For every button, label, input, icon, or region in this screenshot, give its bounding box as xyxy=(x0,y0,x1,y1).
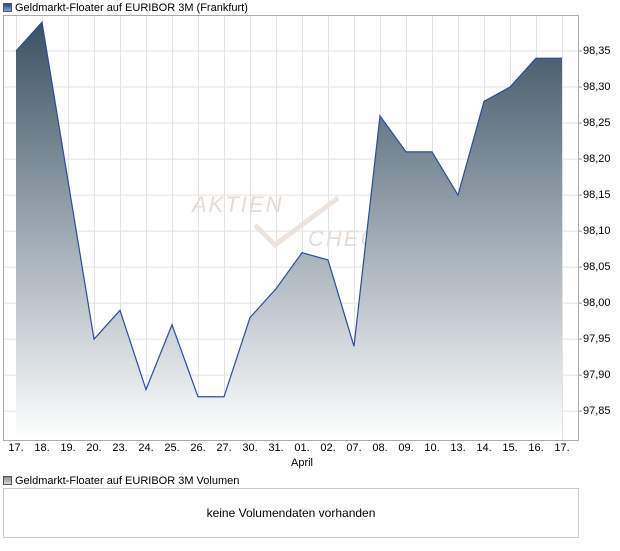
x-tick-label: 30. xyxy=(242,442,257,454)
volume-box xyxy=(3,488,579,538)
x-tick-label: 02. xyxy=(320,442,335,454)
y-tick-label: 98,00 xyxy=(583,297,611,309)
x-tick-label: 19. xyxy=(60,442,75,454)
y-tick-label: 98,30 xyxy=(583,81,611,93)
y-tick-label: 97,90 xyxy=(583,369,611,381)
watermark: AKTIEN xyxy=(190,192,283,217)
x-tick-label: 16. xyxy=(528,442,543,454)
y-tick-label: 98,20 xyxy=(583,153,611,165)
x-tick-label: 14. xyxy=(476,442,491,454)
plot-border xyxy=(3,15,579,441)
x-tick-label: 23. xyxy=(112,442,127,454)
x-tick-label: 17. xyxy=(8,442,23,454)
x-annotation: April xyxy=(291,457,313,469)
x-tick-label: 17. xyxy=(554,442,569,454)
x-tick-label: 09. xyxy=(398,442,413,454)
y-tick-label: 98,15 xyxy=(583,189,611,201)
x-tick-label: 20. xyxy=(86,442,101,454)
legend-swatch xyxy=(3,3,12,12)
y-tick-label: 98,05 xyxy=(583,261,611,273)
x-tick-label: 26. xyxy=(190,442,205,454)
legend-label: Geldmarkt-Floater auf EURIBOR 3M (Frankf… xyxy=(15,2,248,14)
volume-legend-swatch xyxy=(3,476,12,485)
price-line xyxy=(15,20,562,398)
x-tick-label: 31. xyxy=(268,442,283,454)
x-tick-label: 08. xyxy=(372,442,387,454)
volume-legend-label: Geldmarkt-Floater auf EURIBOR 3M Volumen xyxy=(15,475,239,487)
area-fill xyxy=(16,22,562,440)
x-tick-label: 18. xyxy=(34,442,49,454)
x-tick-label: 27. xyxy=(216,442,231,454)
x-tick-label: 13. xyxy=(450,442,465,454)
y-tick-label: 98,25 xyxy=(583,117,611,129)
x-tick-label: 07. xyxy=(346,442,361,454)
x-tick-label: 01. xyxy=(294,442,309,454)
watermark-check xyxy=(253,195,340,249)
y-tick-label: 97,95 xyxy=(583,333,611,345)
y-tick-label: 97,85 xyxy=(583,405,611,417)
y-tick-label: 98,35 xyxy=(583,45,611,57)
y-tick-label: 98,10 xyxy=(583,225,611,237)
x-tick-label: 10. xyxy=(424,442,439,454)
x-tick-label: 24. xyxy=(138,442,153,454)
volume-message: keine Volumendaten vorhanden xyxy=(207,506,376,520)
x-tick-label: 25. xyxy=(164,442,179,454)
x-tick-label: 15. xyxy=(502,442,517,454)
